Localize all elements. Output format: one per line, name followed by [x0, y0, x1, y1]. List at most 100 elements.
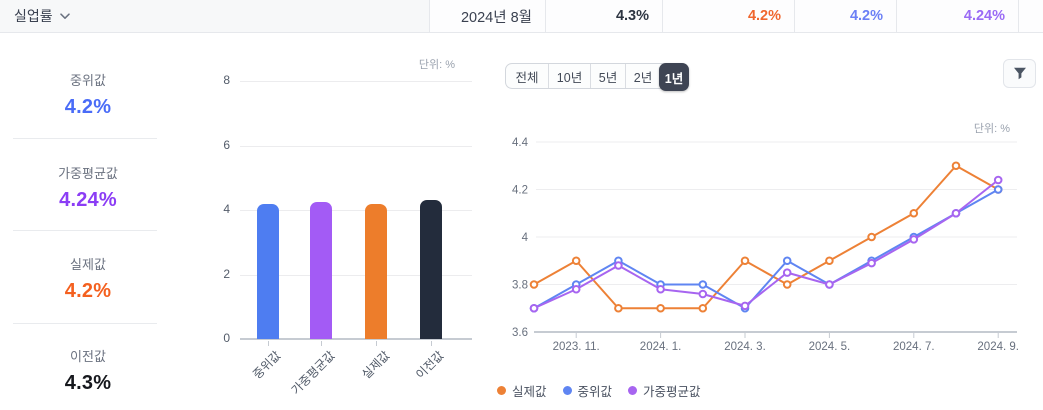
previous-value-cell: 4.3% [545, 0, 662, 32]
divider [13, 323, 157, 324]
topbar-spacer-cell [1018, 0, 1043, 32]
median-value-cell: 4.2% [794, 0, 896, 32]
range-button-10년[interactable]: 10년 [548, 64, 590, 88]
bar-unit-label: 단위: % [418, 59, 455, 71]
stat-label-weighted-average: 가중평균값 [58, 166, 118, 181]
data-point-actual [825, 256, 834, 266]
filter-button[interactable] [1003, 59, 1036, 88]
range-button-5년[interactable]: 5년 [590, 64, 625, 88]
series-actual [529, 161, 1003, 313]
data-point-weighted-average [740, 301, 750, 311]
line-chart: 3.6 3.8 4 4.2 4.4 2023. 11. 2024. 1. 2024. 3. 20… [512, 122, 1019, 353]
data-point-weighted-average [867, 258, 876, 268]
legend-label-actual: 실제값 [512, 385, 547, 399]
legend-item-actual[interactable]: 실제값 [497, 381, 547, 400]
data-point-weighted-average [993, 175, 1003, 185]
data-point-weighted-average [825, 280, 834, 289]
x-category-label: 이전값 [413, 348, 447, 382]
y-tick-label: 3.6 [512, 327, 528, 339]
filter-icon [1013, 67, 1026, 80]
y-tick-label: 4 [522, 232, 529, 244]
series-line-actual [533, 164, 999, 310]
data-point-actual [614, 303, 623, 313]
topbar-summary: 2024년 8월 4.3% 4.2% 4.2% 4.24% [429, 0, 1043, 32]
period-cell: 2024년 8월 [429, 0, 545, 32]
legend-dot-median [562, 386, 572, 395]
bar-median[interactable] [256, 203, 279, 339]
x-tick-label: 2024. 1. [640, 341, 682, 353]
chevron-down-icon [59, 12, 70, 19]
legend-item-median[interactable]: 중위값 [562, 381, 613, 400]
divider [13, 138, 157, 139]
data-point-median [782, 256, 792, 266]
x-tick [430, 341, 432, 346]
y-tick-label: 3.8 [512, 280, 528, 292]
stat-value-weighted-average: 4.24% [59, 189, 117, 211]
bar-previous[interactable] [419, 200, 442, 339]
x-tick-label: 2023. 11. [553, 341, 600, 353]
stat-label-median: 중위값 [70, 73, 106, 88]
y-tick-label: 4.4 [512, 137, 529, 149]
indicator-select[interactable]: 실업률 [0, 6, 70, 26]
data-point-actual [698, 303, 708, 313]
data-point-actual [656, 303, 665, 313]
data-point-weighted-average [529, 303, 539, 313]
stat-value-median: 4.2% [64, 96, 112, 118]
data-point-weighted-average [951, 208, 961, 218]
x-category-label: 중위값 [250, 348, 284, 382]
range-button-1년[interactable]: 1년 [659, 63, 689, 91]
data-point-weighted-average [656, 284, 665, 294]
data-point-weighted-average [909, 235, 919, 244]
data-point-actual [951, 161, 961, 171]
data-point-actual [571, 256, 581, 266]
data-point-weighted-average [782, 268, 792, 277]
stat-median: 중위값 4.2% [0, 70, 176, 119]
x-category-label: 가중평균값 [288, 348, 338, 398]
data-point-weighted-average [571, 284, 581, 294]
legend-label-median: 중위값 [577, 385, 613, 399]
legend-item-weighted-average[interactable]: 가중평균값 [628, 381, 701, 400]
x-axis-line [240, 338, 472, 340]
stat-actual: 실제값 4.2% [0, 254, 176, 303]
stat-label-actual: 실제값 [70, 257, 106, 272]
y-tick-label: 2 [223, 266, 230, 281]
data-point-weighted-average [614, 261, 623, 270]
data-point-actual [909, 208, 919, 218]
chart-legend: 실제값 중위값 가중평균값 [497, 381, 701, 400]
bar-actual[interactable] [365, 203, 387, 339]
x-tick-label: 2024. 7. [893, 341, 935, 353]
stat-value-actual: 4.2% [64, 280, 112, 302]
x-tick [267, 341, 269, 346]
stat-label-previous: 이전값 [70, 349, 106, 364]
series-line-median [533, 188, 999, 310]
line-unit-label: 단위: % [974, 122, 1010, 135]
legend-dot-weighted-average [628, 386, 638, 395]
bar-chart-panel: 단위: % 0 2 4 6 8 중위값 가중평균값 실제값 이전값 [200, 40, 485, 405]
x-tick-label: 2024. 5. [809, 341, 851, 353]
gridline [240, 274, 472, 276]
data-point-weighted-average [698, 289, 708, 299]
y-tick-label: 4 [223, 202, 230, 216]
range-button-전체[interactable]: 전체 [506, 64, 548, 88]
data-point-median [698, 280, 708, 289]
series-weighted-average [529, 175, 1003, 313]
series-median [529, 185, 1003, 313]
data-point-actual [867, 232, 876, 242]
legend-dot-actual [497, 386, 506, 395]
data-point-actual [529, 280, 539, 289]
stat-previous: 이전값 4.3% [0, 346, 176, 395]
x-tick [321, 341, 322, 346]
legend-label-weighted-average: 가중평균값 [643, 385, 701, 399]
y-tick-label: 0 [223, 331, 230, 345]
series-line-weighted-average [533, 179, 999, 310]
stat-value-previous: 4.3% [64, 372, 112, 394]
y-tick-label: 4.2 [512, 185, 528, 197]
y-tick-label: 6 [223, 137, 230, 152]
time-range-filter: 전체 10년 5년 2년 1년 [505, 63, 689, 91]
bar-weighted-average[interactable] [310, 202, 332, 339]
weighted-average-value-cell: 4.24% [896, 0, 1018, 32]
range-button-2년[interactable]: 2년 [625, 64, 660, 88]
x-tick [376, 341, 377, 346]
stat-weighted-average: 가중평균값 4.24% [0, 163, 176, 212]
topbar: 실업률 2024년 8월 4.3% 4.2% 4.2% 4.24% [0, 0, 1043, 33]
